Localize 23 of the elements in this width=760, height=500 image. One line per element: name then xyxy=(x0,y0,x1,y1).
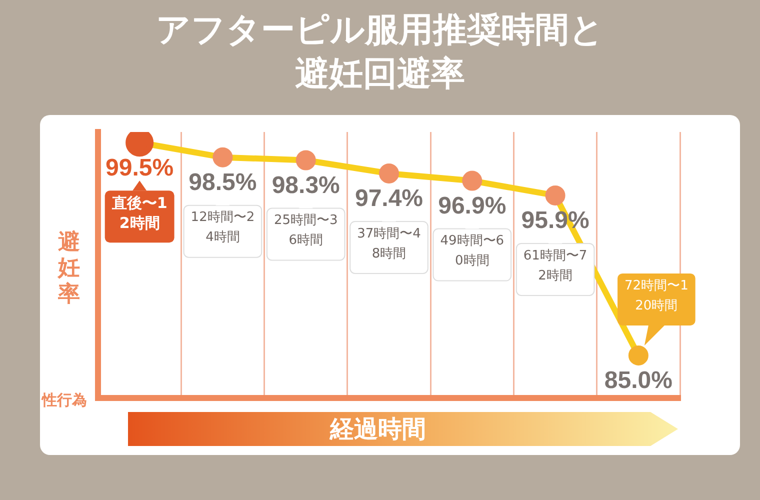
point xyxy=(296,150,316,170)
point xyxy=(379,163,399,184)
x-axis-title: 経過時間 xyxy=(328,414,427,445)
data-label: 98.5% xyxy=(188,168,257,196)
x-tick-label: 72時間〜120時間 xyxy=(624,278,688,314)
data-label: 97.4% xyxy=(354,185,424,212)
x-tick-label: 直後〜12時間 xyxy=(110,194,168,232)
data-label: 99.5% xyxy=(106,154,174,182)
data-label: 98.3% xyxy=(272,172,340,199)
x-tick-label: 37時間〜48時間 xyxy=(357,226,421,262)
text: 性行為 xyxy=(42,391,87,410)
data-label: 85.0% xyxy=(604,367,672,394)
point xyxy=(628,345,648,366)
x-tick-label: 61時間〜72時間 xyxy=(523,248,588,284)
data-label: 96.9% xyxy=(438,192,506,220)
point xyxy=(545,185,566,206)
x-tick-label: 12時間〜24時間 xyxy=(190,210,255,246)
chart-title: アフターピル服用推奨時間と避妊回避率 xyxy=(155,9,605,96)
x-tick-label: 49時間〜60時間 xyxy=(440,234,504,269)
point xyxy=(212,147,233,168)
point xyxy=(462,170,482,191)
x-tick-label: 25時間〜36時間 xyxy=(274,213,338,248)
y-axis-title: 避妊率 xyxy=(56,230,81,308)
